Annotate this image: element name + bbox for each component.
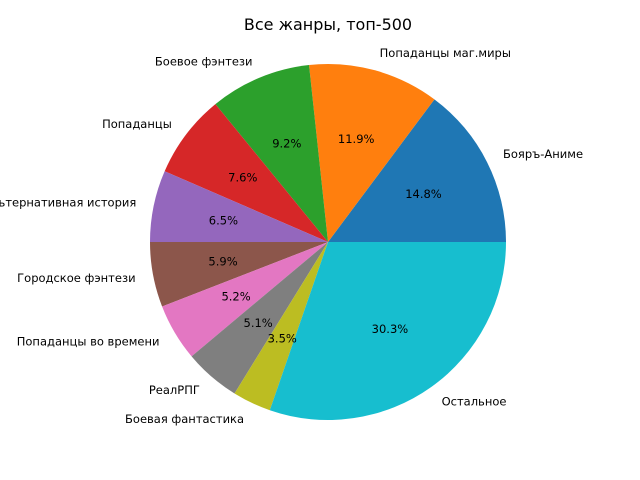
slice-category-label: Альтернативная история bbox=[0, 195, 136, 209]
pie-slice bbox=[215, 65, 328, 242]
slice-percent-label: 9.2% bbox=[272, 136, 301, 150]
slice-percent-label: 5.2% bbox=[221, 289, 250, 303]
slice-percent-label: 3.5% bbox=[268, 331, 297, 345]
percent-labels: 14.8% 11.9% 9.2% 7.6% 6.5% 5.9% 5.2% 5.1%3.5% 30… bbox=[208, 132, 441, 346]
slice-category-label: Попаданцы во времени bbox=[17, 335, 160, 349]
pie-slice bbox=[150, 242, 328, 307]
slice-percent-label: 11.9% bbox=[338, 132, 375, 146]
pie-slice bbox=[150, 171, 328, 242]
slice-category-label: Боевое фэнтези bbox=[155, 54, 253, 68]
slice-category-label: Попаданцы маг.миры bbox=[380, 46, 511, 60]
slice-category-label: РеалРПГ bbox=[149, 383, 200, 397]
pie-slice bbox=[191, 242, 328, 394]
slice-category-label: Бояръ-Аниме bbox=[503, 147, 583, 161]
chart-title: Все жанры, топ-500 bbox=[244, 15, 412, 34]
slice-percent-label: 7.6% bbox=[228, 171, 257, 185]
slice-category-label: Остальное bbox=[442, 394, 507, 408]
slice-percent-label: 30.3% bbox=[372, 322, 409, 336]
pie-slice bbox=[164, 104, 328, 242]
slice-percent-label: 5.1% bbox=[244, 316, 273, 330]
pie-slice bbox=[269, 242, 506, 420]
slice-category-label: Городское фэнтези bbox=[17, 271, 135, 285]
slice-category-label: Боевая фантастика bbox=[125, 412, 244, 426]
slice-percent-label: 14.8% bbox=[405, 187, 442, 201]
slice-category-label: Попаданцы bbox=[102, 117, 172, 131]
pie-slice bbox=[309, 64, 435, 243]
slice-percent-label: 6.5% bbox=[209, 213, 238, 227]
pie-slices bbox=[150, 64, 506, 420]
category-labels: Бояръ-Аниме Попаданцы маг.миры Боевое фэнт… bbox=[0, 46, 583, 426]
pie-slice bbox=[328, 99, 506, 242]
slice-percent-label: 5.9% bbox=[208, 255, 237, 269]
pie-slice bbox=[234, 242, 328, 411]
pie-slice bbox=[162, 242, 328, 357]
